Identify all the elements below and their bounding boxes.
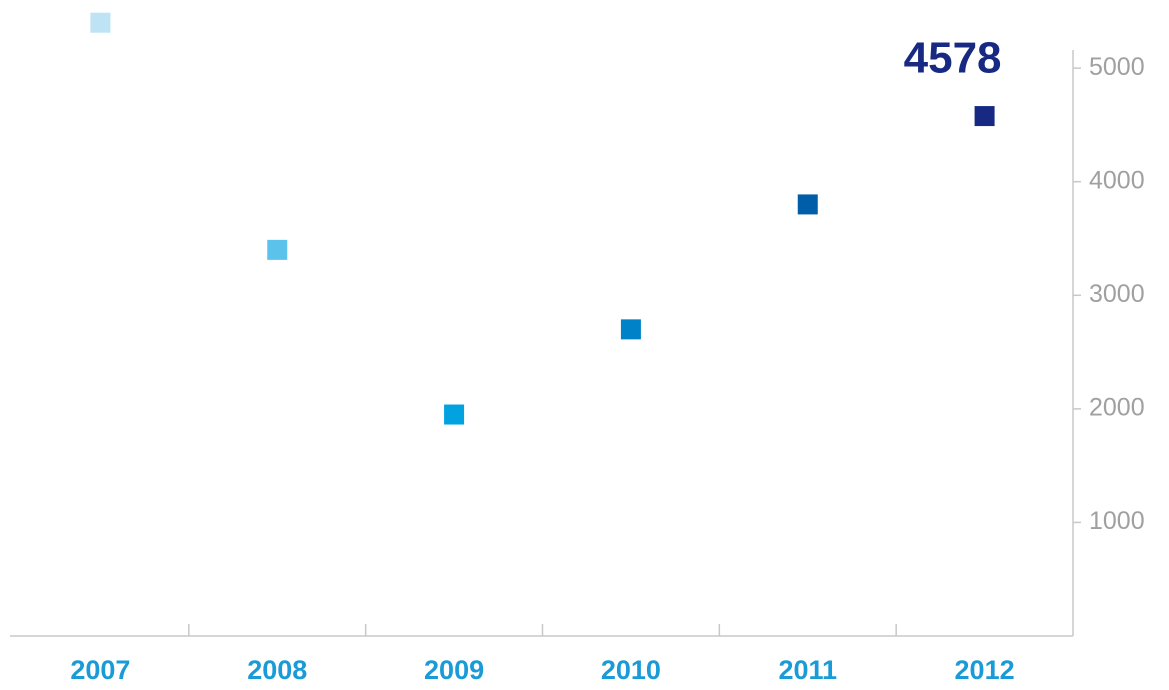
marker — [797, 194, 818, 215]
value-label: 4578 — [904, 34, 1002, 83]
x-tick-label: 2011 — [778, 655, 837, 685]
x-tick-label: 2008 — [247, 655, 307, 685]
y-tick-label: 2000 — [1089, 393, 1145, 421]
marker — [444, 404, 465, 425]
x-tick-label: 2007 — [70, 655, 130, 685]
marker — [90, 12, 111, 33]
y-tick-label: 3000 — [1089, 280, 1145, 308]
x-tick-label: 2012 — [955, 655, 1015, 685]
y-tick-label: 4000 — [1089, 166, 1145, 194]
y-tick-label: 5000 — [1089, 53, 1145, 81]
x-tick-label: 2009 — [424, 655, 484, 685]
x-tick-label: 2010 — [601, 655, 661, 685]
marker — [974, 106, 995, 127]
marker — [267, 239, 288, 260]
marker — [620, 319, 641, 340]
y-tick-label: 1000 — [1089, 507, 1145, 535]
